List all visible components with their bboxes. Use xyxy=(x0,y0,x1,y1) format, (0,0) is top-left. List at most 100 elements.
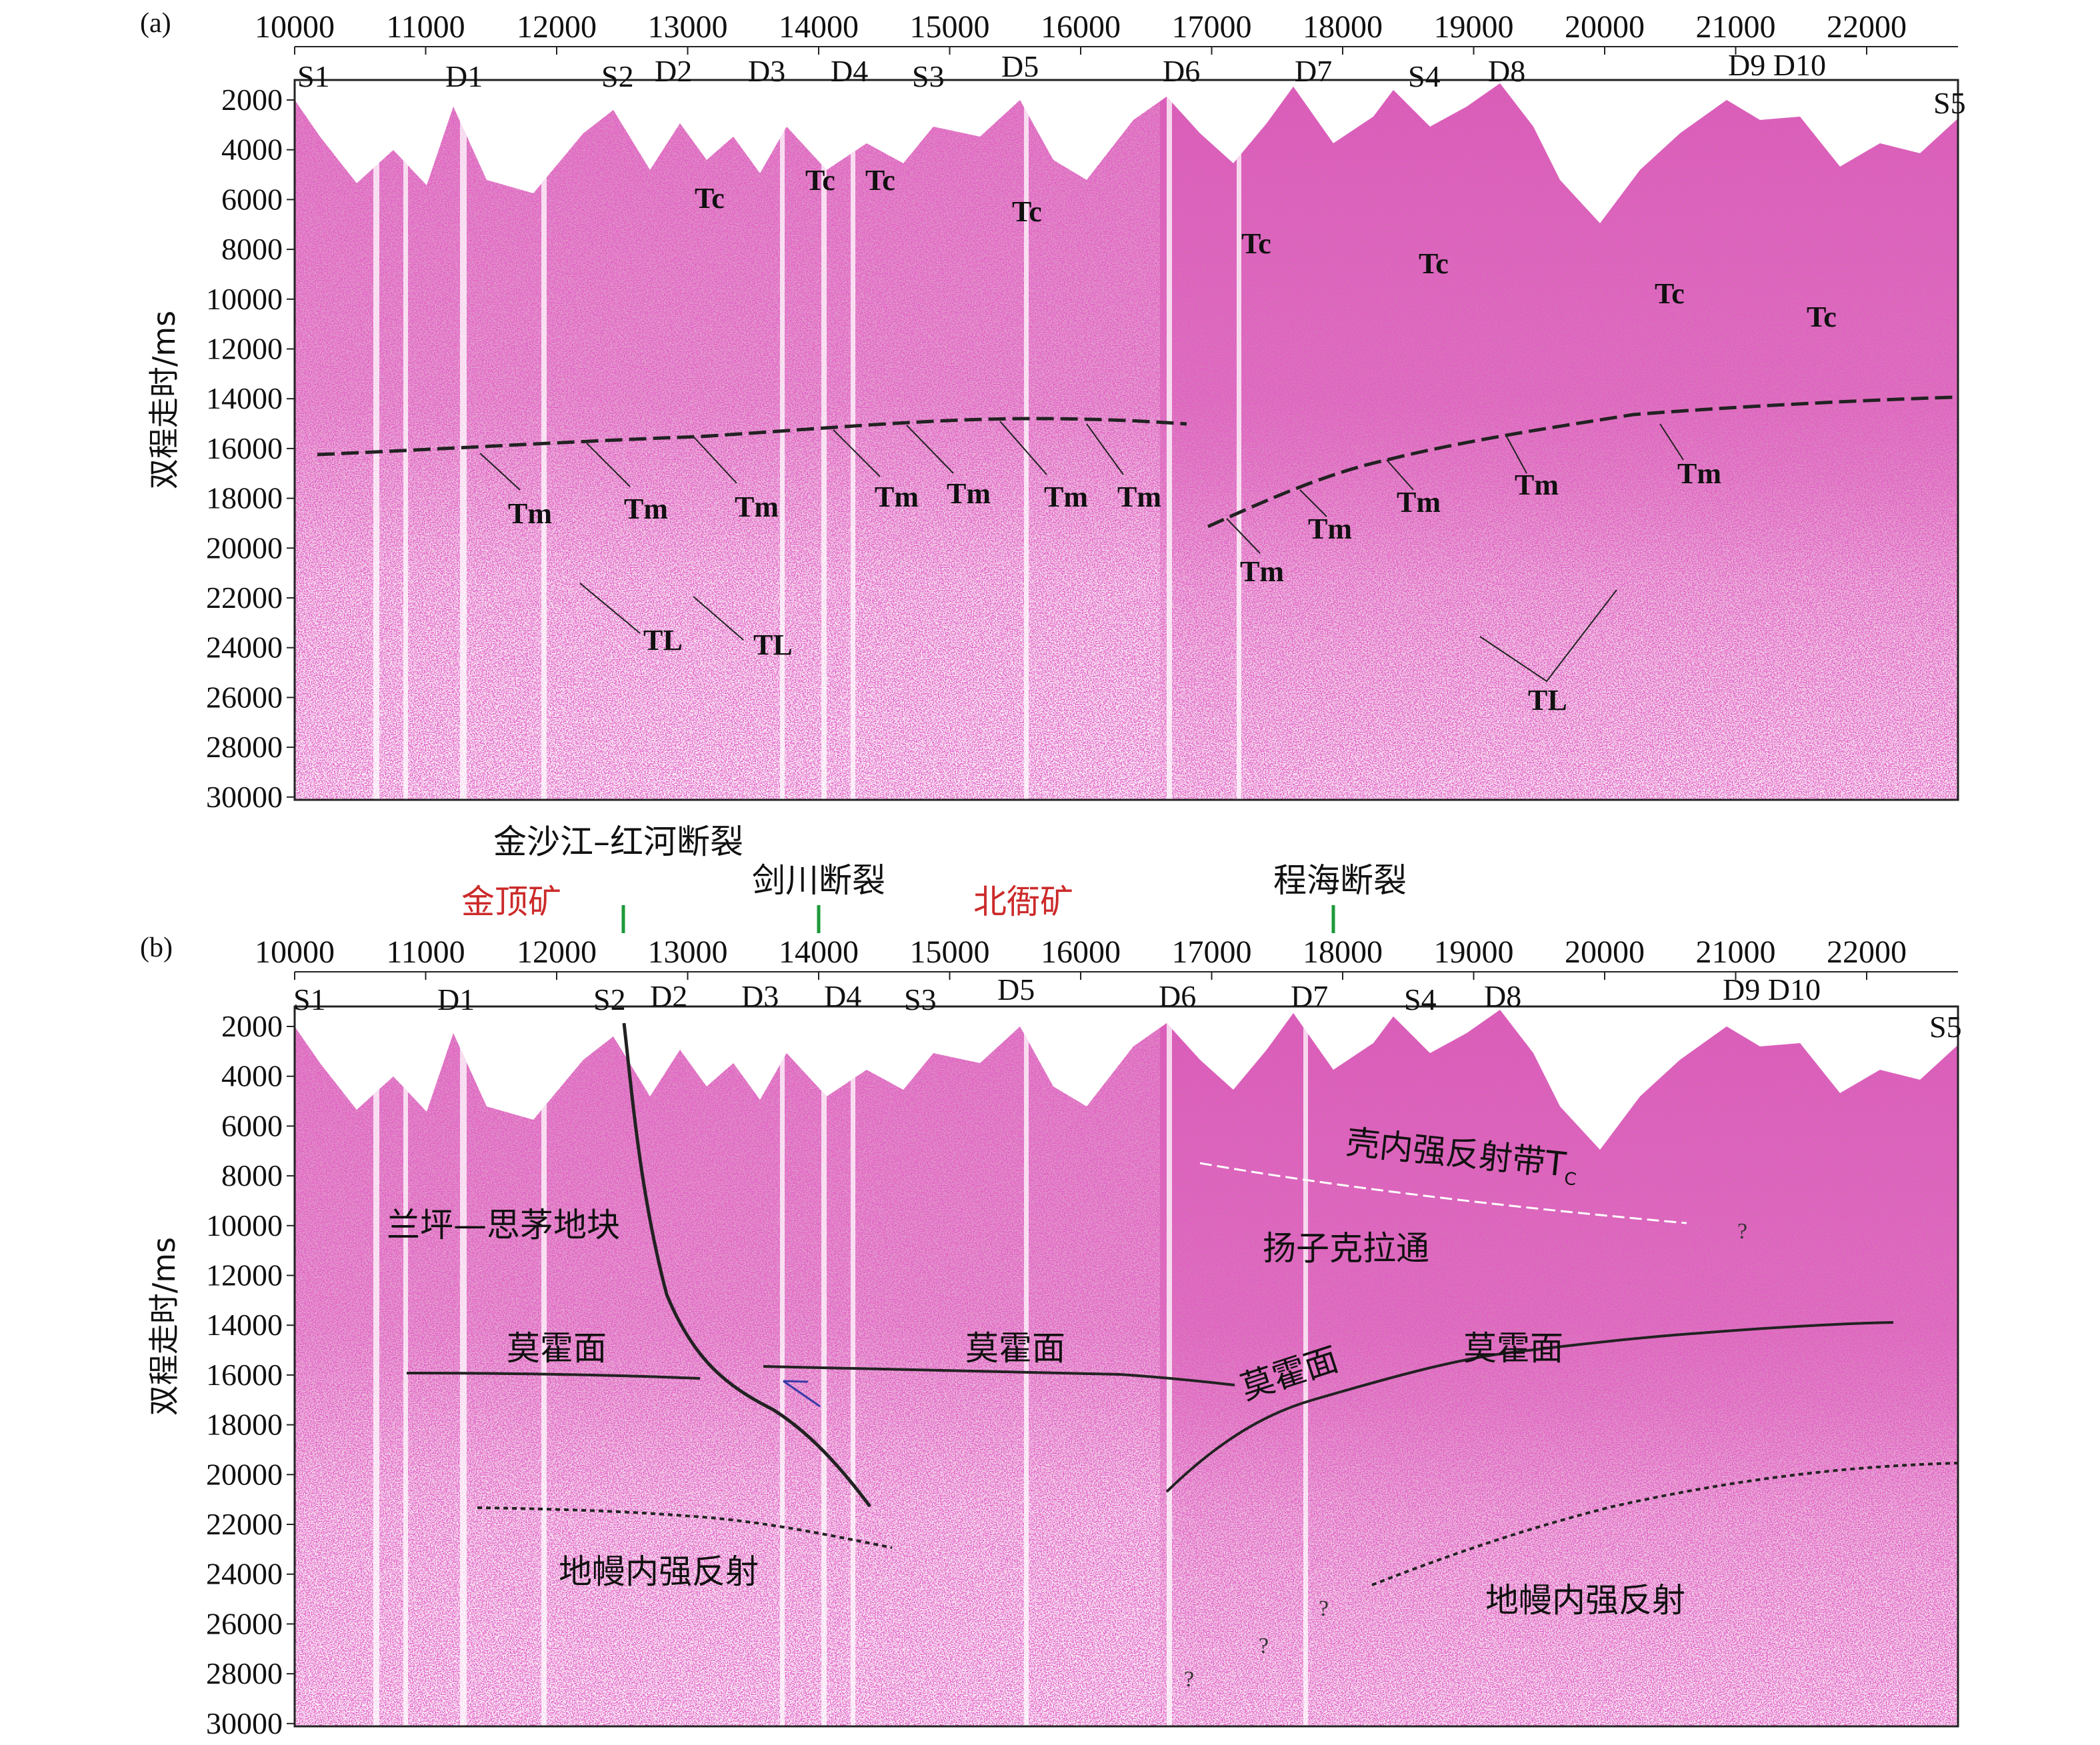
y-tick-label: 4000 xyxy=(221,1059,283,1093)
station-d3: D3 xyxy=(741,979,779,1013)
panel-a-label: (a) xyxy=(140,8,171,39)
y-tick-label: 18000 xyxy=(206,1408,283,1442)
tc-label: Tc xyxy=(1012,195,1042,228)
x-tick-label: 13000 xyxy=(648,9,728,45)
x-tick-label: 18000 xyxy=(1303,9,1383,45)
tm-label: Tm xyxy=(875,481,919,513)
y-tick-label: 14000 xyxy=(206,1308,283,1342)
x-tick-label: 15000 xyxy=(910,934,990,970)
tm-label: Tm xyxy=(1397,486,1441,519)
lanping-simao-block-label: 兰坪—思茅地块 xyxy=(387,1206,620,1244)
moho-label: 莫霍面 xyxy=(965,1329,1065,1368)
jinding-mine-label: 金顶矿 xyxy=(461,882,561,921)
x-tick-label: 22000 xyxy=(1827,9,1907,45)
y-tick-label: 22000 xyxy=(206,581,283,615)
x-tick-label: 10000 xyxy=(255,934,335,970)
panel-a-seismic-section xyxy=(295,83,1958,800)
x-tick-label: 19000 xyxy=(1434,9,1514,45)
x-tick-label: 20000 xyxy=(1565,9,1645,45)
y-tick-label: 20000 xyxy=(206,531,283,565)
x-tick-label: 14000 xyxy=(779,9,859,45)
fault-motion-arrow xyxy=(783,1380,821,1408)
tc-label: Tc xyxy=(695,182,725,215)
crustal-reflection-band-line xyxy=(1199,1162,1687,1224)
x-tick-label: 13000 xyxy=(648,934,728,970)
x-tick-label: 10000 xyxy=(255,9,335,45)
station-s1: S1 xyxy=(293,982,326,1016)
station-s4: S4 xyxy=(1408,59,1441,93)
y-tick-label: 28000 xyxy=(206,730,283,764)
station-s1: S1 xyxy=(297,59,330,93)
y-tick-label: 26000 xyxy=(206,680,283,714)
y-tick-label: 2000 xyxy=(221,83,283,117)
x-tick-label: 22000 xyxy=(1827,934,1907,970)
y-tick-label: 6000 xyxy=(221,182,283,216)
station-d2: D2 xyxy=(655,54,692,88)
station-d5: D5 xyxy=(997,972,1035,1006)
question-mark: ? xyxy=(1259,1634,1269,1658)
station-d3: D3 xyxy=(748,54,785,88)
panel-a: (a) 10000 11000 12000 13000 140 xyxy=(140,8,1966,814)
station-s3: S3 xyxy=(912,59,945,93)
jianchuan-fault-label: 剑川断裂 xyxy=(752,861,885,900)
tm-label: Tm xyxy=(508,497,552,530)
panel-a-moho-dashed xyxy=(317,395,1954,529)
panel-b-question-marks: ? ? ? ? xyxy=(1184,1219,1747,1692)
station-s3: S3 xyxy=(904,982,937,1016)
y-tick-label: 28000 xyxy=(206,1656,283,1690)
y-tick-label: 4000 xyxy=(221,133,283,167)
y-tick-label: 10000 xyxy=(206,1208,283,1242)
y-tick-label: 6000 xyxy=(221,1108,283,1142)
x-tick-label: 11000 xyxy=(386,934,465,970)
panel-a-stations: S1 D1 S2 D2 D3 D4 S3 D5 D6 D7 S4 D8 D9 D… xyxy=(297,48,1966,120)
moho-label: 莫霍面 xyxy=(1463,1329,1563,1368)
moho-label: 莫霍面 xyxy=(507,1329,607,1368)
x-tick-label: 15000 xyxy=(910,9,990,45)
beiya-mine-label: 北衙矿 xyxy=(973,882,1073,921)
chenghai-fault-label: 程海断裂 xyxy=(1273,861,1407,900)
x-tick-label: 21000 xyxy=(1696,9,1776,45)
station-d8: D8 xyxy=(1484,979,1521,1013)
station-d5: D5 xyxy=(1001,49,1039,83)
tm-label: Tm xyxy=(1308,513,1352,545)
station-d6: D6 xyxy=(1163,54,1200,88)
station-d8: D8 xyxy=(1488,54,1525,88)
y-tick-label: 24000 xyxy=(206,1557,283,1591)
station-d4: D4 xyxy=(831,54,868,88)
tm-label: Tm xyxy=(1117,481,1161,513)
tc-label: Tc xyxy=(1419,247,1449,280)
panel-b-stations: S1 D1 S2 D2 D3 D4 S3 D5 D6 D7 S4 D8 D9 D… xyxy=(293,972,1962,1044)
y-tick-label: 18000 xyxy=(206,481,283,515)
question-mark: ? xyxy=(1737,1219,1747,1244)
panel-a-tl-leaders xyxy=(579,583,1617,683)
tm-label: Tm xyxy=(1677,457,1721,490)
question-mark: ? xyxy=(1319,1596,1329,1621)
tc-label: Tc xyxy=(1655,277,1685,310)
y-tick-label: 16000 xyxy=(206,431,283,465)
tl-label: TL xyxy=(753,629,793,661)
tm-label: Tm xyxy=(947,477,991,510)
panel-a-y-axis: 2000 4000 6000 8000 10000 12000 14000 16000 1800… xyxy=(206,83,295,814)
panel-a-frame xyxy=(293,79,1959,801)
y-tick-label: 22000 xyxy=(206,1507,283,1541)
fault-labels: 金沙江–红河断裂 剑川断裂 程海断裂 金顶矿 北衙矿 xyxy=(461,823,1407,933)
panel-b-x-axis: 10000 11000 12000 13000 14000 15000 16000 17000… xyxy=(255,934,1958,980)
x-tick-label: 11000 xyxy=(386,9,465,45)
y-tick-label: 20000 xyxy=(206,1457,283,1491)
x-tick-label: 12000 xyxy=(517,934,597,970)
panel-a-tc-labels: Tc Tc Tc Tc Tc Tc Tc Tc xyxy=(695,164,1837,333)
station-d1: D1 xyxy=(437,982,475,1016)
question-mark: ? xyxy=(1184,1667,1194,1692)
yangtze-craton-label: 扬子克拉通 xyxy=(1263,1229,1429,1268)
panel-b-mantle-reflection-lines xyxy=(477,1462,1958,1586)
panel-b-y-axis: 2000 4000 6000 8000 10000 12000 14000 16000 1800… xyxy=(206,1009,295,1740)
y-tick-label: 8000 xyxy=(221,232,283,266)
station-d2: D2 xyxy=(650,979,687,1013)
station-d4: D4 xyxy=(824,979,861,1013)
y-tick-label: 30000 xyxy=(206,780,283,814)
panel-b-seismic-section xyxy=(295,1010,1958,1726)
tc-label: Tc xyxy=(1807,301,1837,333)
tm-label: Tm xyxy=(1515,469,1559,501)
panel-b-y-label: 双程走时/ms xyxy=(146,1237,182,1416)
